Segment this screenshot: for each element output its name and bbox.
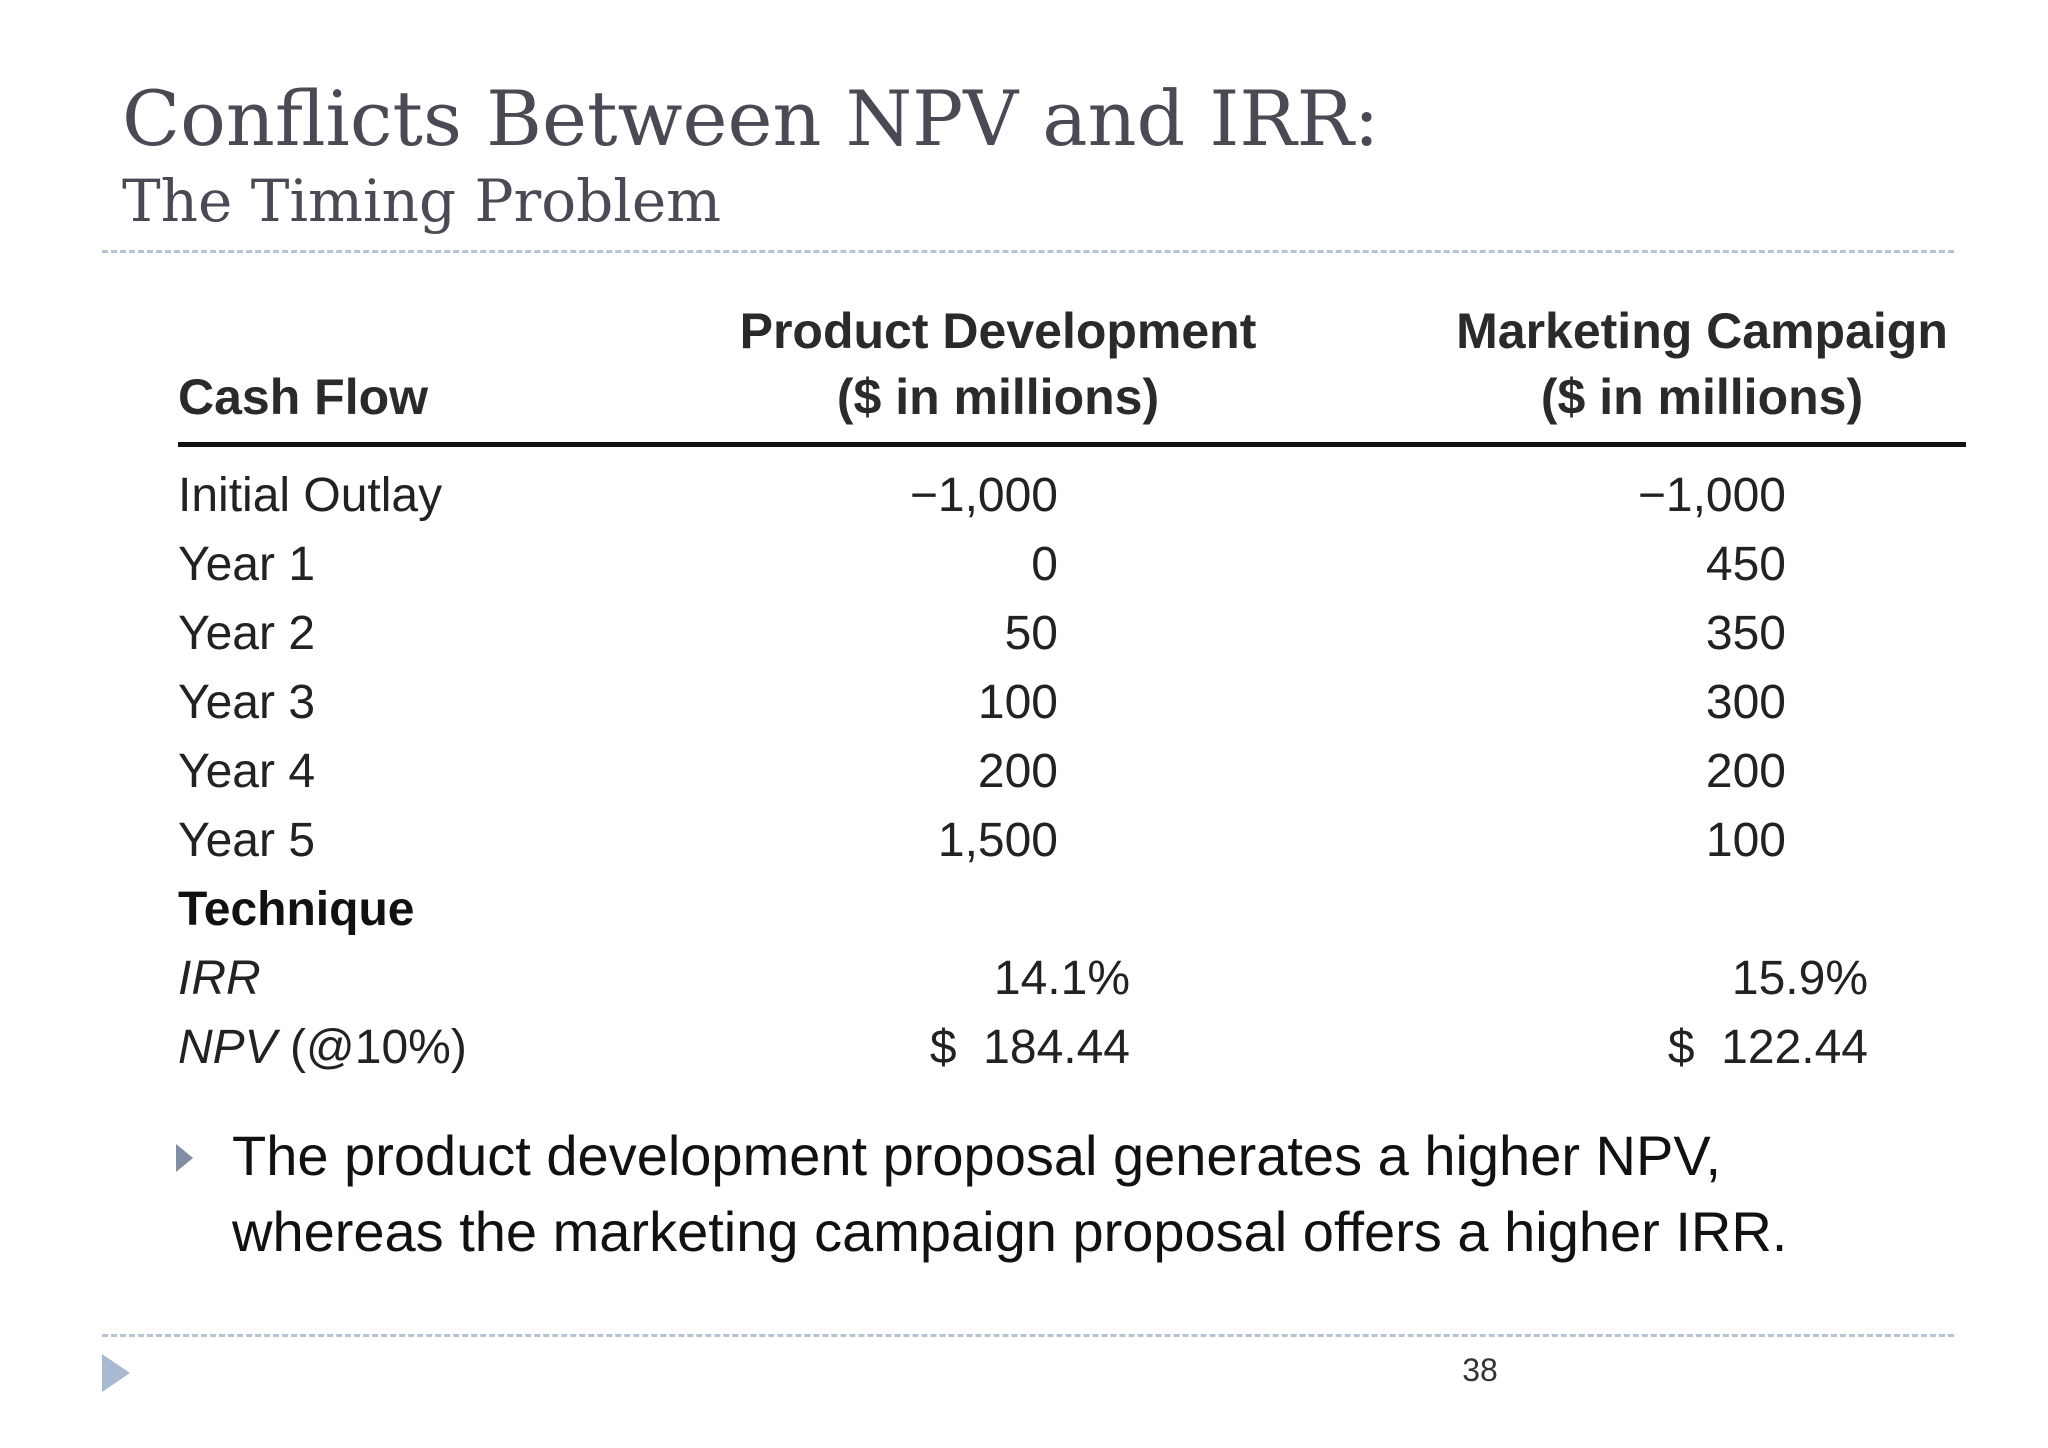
header-product-unit: ($ in millions)	[836, 369, 1160, 425]
table-body: Initial Outlay −1,000 −1,000 Year 1 0 45…	[178, 447, 1966, 1082]
bullet-point: The product development proposal generat…	[176, 1118, 1876, 1270]
table-row: Year 5 1,500 100	[178, 806, 1966, 875]
header-cash-flow: Cash Flow	[178, 369, 429, 425]
row-label: Year 3	[178, 676, 316, 729]
header-marketing-unit: ($ in millions)	[1540, 369, 1864, 425]
product-value: 50	[1004, 607, 1058, 660]
marketing-value: 200	[1705, 745, 1786, 798]
marketing-value: 300	[1705, 676, 1786, 729]
marketing-value: 450	[1705, 538, 1786, 591]
header-product-development: Product Development ($ in millions)	[718, 298, 1278, 430]
table-row: Year 1 0 450	[178, 530, 1966, 599]
product-value: 100	[977, 676, 1058, 729]
triangle-bullet-icon	[176, 1144, 193, 1172]
marketing-value: 100	[1705, 814, 1786, 867]
row-label: Year 1	[178, 538, 316, 591]
header-marketing-campaign: Marketing Campaign ($ in millions)	[1438, 298, 1966, 430]
product-value: 0	[1031, 538, 1058, 591]
row-label: Initial Outlay	[178, 469, 443, 522]
row-label: Year 2	[178, 607, 316, 660]
page-number: 38	[1462, 1352, 1498, 1388]
technique-section-row: Technique	[178, 875, 1966, 944]
product-npv-value: $ 184.44	[929, 1021, 1130, 1074]
marketing-value: 350	[1705, 607, 1786, 660]
table-header: Cash Flow Product Development ($ in mill…	[178, 290, 1966, 447]
header-product-title: Product Development	[739, 303, 1257, 359]
top-divider	[102, 250, 1954, 253]
irr-label: IRR	[178, 952, 261, 1005]
table-row: Year 4 200 200	[178, 737, 1966, 806]
npv-label: NPV (@10%)	[178, 1013, 467, 1082]
marketing-value: −1,000	[1637, 469, 1786, 522]
slide-title: Conflicts Between NPV and IRR:	[122, 74, 1380, 163]
npv-row: NPV (@10%) $ 184.44 $ 122.44	[178, 1013, 1966, 1082]
row-label: Year 5	[178, 814, 316, 867]
triangle-corner-icon	[102, 1354, 130, 1392]
bullet-text: The product development proposal generat…	[232, 1124, 1788, 1263]
slide-subtitle: The Timing Problem	[122, 167, 722, 235]
technique-label: Technique	[178, 883, 415, 936]
table-row: Year 2 50 350	[178, 599, 1966, 668]
header-marketing-title: Marketing Campaign	[1456, 303, 1948, 359]
product-value: 200	[977, 745, 1058, 798]
npv-label-italic: NPV	[178, 1021, 277, 1074]
npv-label-rate: (@10%)	[276, 1021, 467, 1074]
bottom-divider	[102, 1334, 1954, 1337]
marketing-npv-value: $ 122.44	[1667, 1021, 1868, 1074]
cash-flow-table: Cash Flow Product Development ($ in mill…	[178, 290, 1966, 1082]
product-value: −1,000	[909, 469, 1058, 522]
table-row: Year 3 100 300	[178, 668, 1966, 737]
marketing-irr-value: 15.9%	[1731, 952, 1868, 1005]
table-row: Initial Outlay −1,000 −1,000	[178, 461, 1966, 530]
product-irr-value: 14.1%	[993, 952, 1130, 1005]
irr-row: IRR 14.1% 15.9%	[178, 944, 1966, 1013]
row-label: Year 4	[178, 745, 316, 798]
product-value: 1,500	[937, 814, 1058, 867]
